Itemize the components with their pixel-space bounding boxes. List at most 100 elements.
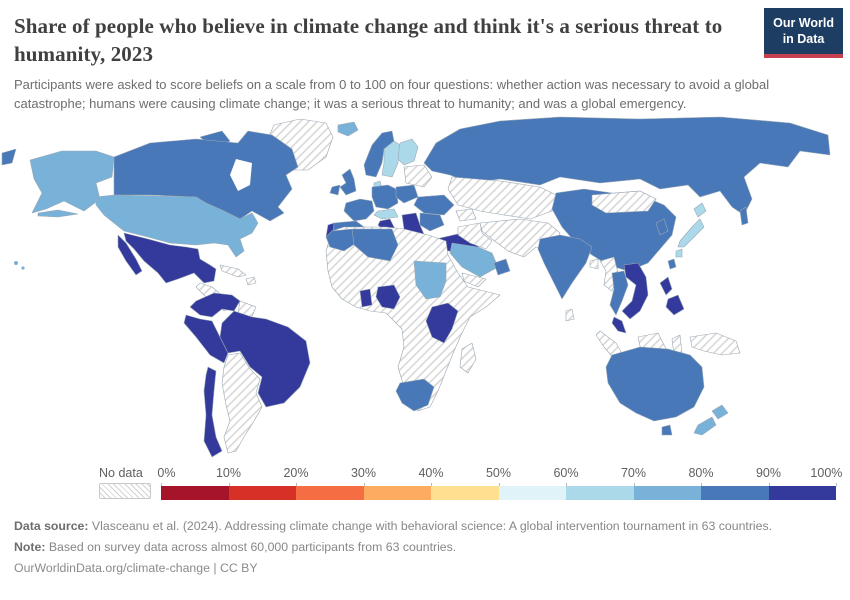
legend-tick-label: 70% xyxy=(620,466,647,481)
country-austria-switzerland[interactable] xyxy=(373,209,399,220)
region-kazakhstan-central-asia[interactable] xyxy=(447,177,557,220)
legend-tick-label: 60% xyxy=(553,466,579,481)
country-australia[interactable] xyxy=(605,347,705,422)
country-yemen[interactable] xyxy=(461,273,487,288)
legend-segment-0%-10%[interactable] xyxy=(161,486,229,501)
legend-segment-90%-100%[interactable] xyxy=(768,486,836,501)
country-australia-tasmania[interactable] xyxy=(661,425,673,436)
hawaii-island[interactable] xyxy=(21,266,25,270)
country-japan-kyushu[interactable] xyxy=(675,249,683,258)
legend-tick-mark xyxy=(498,483,500,487)
country-brazil[interactable] xyxy=(219,311,311,408)
country-nigeria[interactable] xyxy=(375,285,401,310)
owid-logo[interactable]: Our World in Data xyxy=(764,8,843,58)
legend-no-data-swatch[interactable] xyxy=(99,483,151,500)
legend-tick-mark xyxy=(633,483,635,487)
legend-tick-mark xyxy=(161,483,162,487)
country-sweden[interactable] xyxy=(381,141,401,178)
hawaii[interactable] xyxy=(14,261,18,266)
region-argentina-bolivia-paraguay[interactable] xyxy=(221,353,263,454)
legend-tick-mark xyxy=(566,483,567,487)
region-baltics-belarus[interactable] xyxy=(403,165,433,188)
country-france[interactable] xyxy=(343,199,375,222)
baja-california[interactable] xyxy=(117,235,143,276)
country-alaska[interactable] xyxy=(29,151,115,214)
country-venezuela-colombia[interactable] xyxy=(189,293,241,318)
legend-color-bar[interactable] xyxy=(161,483,837,501)
legend-tick-label: 30% xyxy=(350,466,377,481)
legend-segment-30%-40%[interactable] xyxy=(363,486,431,501)
country-papua-new-guinea[interactable] xyxy=(689,333,741,356)
country-chile[interactable] xyxy=(203,367,223,458)
country-united-kingdom[interactable] xyxy=(339,169,357,196)
legend-segment-40%-50%[interactable] xyxy=(431,486,499,501)
country-algeria[interactable] xyxy=(351,229,399,262)
country-uae-oman[interactable] xyxy=(493,259,511,276)
legend-tick-mark xyxy=(836,483,837,487)
legend-no-data[interactable]: No data xyxy=(99,466,151,500)
country-ireland[interactable] xyxy=(329,185,341,196)
country-south-africa[interactable] xyxy=(395,379,435,412)
country-ecuador-peru[interactable] xyxy=(183,315,229,364)
country-russia-chukotka-west-edge[interactable] xyxy=(1,149,17,166)
data-source-text: Vlasceanu et al. (2024). Addressing clim… xyxy=(88,519,773,534)
aleutian-islands[interactable] xyxy=(37,210,79,218)
legend-segment-60%-70%[interactable] xyxy=(566,486,634,501)
country-new-zealand-north[interactable] xyxy=(711,405,729,420)
country-romania-bulgaria[interactable] xyxy=(419,213,445,232)
legend-tick-mark xyxy=(296,483,297,487)
legend-tick-label: 20% xyxy=(283,466,309,481)
region-africa-no-data[interactable] xyxy=(325,227,501,412)
country-philippines[interactable] xyxy=(659,277,685,316)
country-finland[interactable] xyxy=(397,139,419,166)
legend-tick-mark xyxy=(431,483,432,487)
owid-logo-line2: in Data xyxy=(782,32,825,47)
country-mexico[interactable] xyxy=(123,233,217,284)
country-iceland[interactable] xyxy=(337,122,359,137)
country-russia-sakhalin[interactable] xyxy=(739,207,749,226)
country-russia[interactable] xyxy=(423,117,831,216)
url-license-line[interactable]: OurWorldinData.org/climate-change | CC B… xyxy=(14,561,258,576)
legend-segment-70%-80%[interactable] xyxy=(633,486,701,501)
legend-segment-10%-20%[interactable] xyxy=(228,486,296,501)
country-japan-hokkaido[interactable] xyxy=(693,203,707,218)
note-line: Note: Based on survey data across almost… xyxy=(14,538,836,558)
country-cuba[interactable] xyxy=(219,265,247,278)
note-text: Based on survey data across almost 60,00… xyxy=(45,540,457,555)
legend-segment-20%-30%[interactable] xyxy=(296,486,364,501)
country-united-states[interactable] xyxy=(95,195,259,258)
chart-title: Share of people who believe in climate c… xyxy=(14,14,723,66)
country-madagascar[interactable] xyxy=(459,343,477,374)
country-new-zealand-south[interactable] xyxy=(693,417,717,436)
country-germany-central-europe[interactable] xyxy=(371,185,399,210)
region-uganda-kenya-tanzania[interactable] xyxy=(425,303,459,344)
legend-color-scale: 0% 10% 20% 30% 40% 50% 60% 70% 80% 90% 100% xyxy=(157,466,842,502)
caribbean-islands[interactable] xyxy=(245,277,257,286)
legend-tick-label: 10% xyxy=(215,466,242,481)
country-ghana[interactable] xyxy=(359,289,373,308)
legend-tick-mark xyxy=(768,483,770,487)
country-thailand[interactable] xyxy=(609,271,629,316)
country-poland[interactable] xyxy=(395,185,419,204)
legend-tick-labels: 0% 10% 20% 30% 40% 50% 60% 70% 80% 90% 100% xyxy=(157,466,842,483)
region-caucasus[interactable] xyxy=(455,209,477,222)
region-iraq-levant[interactable] xyxy=(457,223,493,250)
legend-segment-50%-60%[interactable] xyxy=(498,486,566,501)
country-ukraine[interactable] xyxy=(413,195,455,216)
country-india[interactable] xyxy=(537,235,593,300)
country-south-korea[interactable] xyxy=(655,219,669,236)
country-mongolia-overlay[interactable] xyxy=(591,191,657,214)
legend-segment-80%-90%[interactable] xyxy=(701,486,769,501)
chart-footer: Data source: Vlasceanu et al. (2024). Ad… xyxy=(0,517,850,579)
data-source-label: Data source: xyxy=(14,519,89,534)
country-sri-lanka[interactable] xyxy=(565,309,575,322)
region-vietnam-laos[interactable] xyxy=(621,263,649,320)
legend-no-data-label: No data xyxy=(99,466,143,481)
country-malaysia[interactable] xyxy=(611,317,627,334)
country-taiwan[interactable] xyxy=(667,259,677,270)
country-sudan[interactable] xyxy=(413,261,447,300)
country-bangladesh[interactable] xyxy=(589,259,599,270)
country-saudi-arabia[interactable] xyxy=(449,243,499,278)
country-japan-honshu[interactable] xyxy=(677,219,705,248)
